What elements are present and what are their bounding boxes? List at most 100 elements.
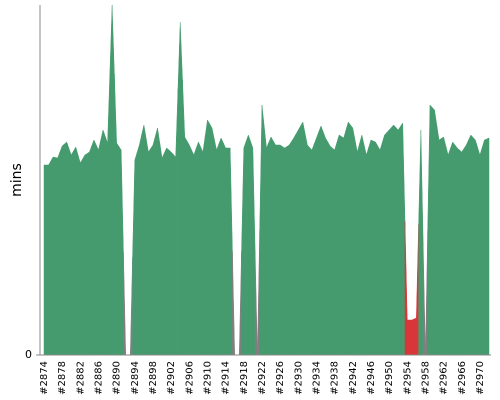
x-tick-label: #2894	[130, 361, 141, 395]
area-segment	[481, 138, 487, 356]
area-segment	[282, 146, 288, 356]
area-segment	[155, 127, 161, 356]
area-segment	[354, 139, 360, 356]
area-segment	[241, 141, 247, 356]
area-segment	[368, 139, 374, 356]
area-segment	[277, 144, 283, 356]
area-segment	[132, 152, 138, 356]
area-segment	[43, 164, 47, 356]
area-segment	[86, 145, 92, 356]
x-tick-label: #2930	[293, 361, 304, 395]
area-segment	[431, 106, 438, 356]
x-tick-label: #2922	[257, 361, 268, 395]
area-segment	[263, 126, 270, 356]
area-segment	[118, 145, 124, 356]
area-segment	[100, 129, 106, 356]
area-segment	[273, 140, 279, 356]
area-segment	[82, 153, 88, 356]
area-segment	[254, 229, 260, 356]
area-segment	[128, 257, 133, 356]
x-tick-label: #2942	[348, 361, 359, 395]
x-tick-label: #2934	[311, 361, 322, 395]
area-segment	[55, 151, 61, 356]
area-segment	[259, 104, 265, 356]
area-segment	[200, 135, 206, 356]
area-segment	[459, 147, 465, 356]
x-tick-label: #2902	[166, 361, 177, 395]
area-segment	[177, 21, 183, 356]
area-segment	[454, 144, 460, 356]
x-tick-label: #2970	[475, 361, 486, 395]
area-segment	[441, 136, 447, 356]
area-segment	[46, 160, 52, 356]
area-segment	[409, 318, 415, 356]
area-segment	[336, 134, 342, 356]
area-segment	[395, 125, 401, 356]
area-segment	[182, 79, 188, 356]
area-segment	[123, 252, 129, 356]
area-segment	[382, 131, 388, 356]
area-segment	[313, 131, 319, 356]
area-segment	[173, 89, 179, 356]
area-segment	[95, 139, 102, 356]
area-segment	[73, 146, 79, 356]
x-tick-label: #2950	[384, 361, 395, 395]
area-segment	[341, 129, 347, 356]
area-segment	[114, 73, 120, 356]
area-segment	[59, 143, 65, 356]
area-segment	[145, 138, 151, 356]
x-tick-label: #2926	[275, 361, 286, 395]
area-segment	[68, 148, 74, 356]
area-segment	[209, 123, 215, 356]
area-segment	[250, 141, 256, 356]
area-segment	[468, 134, 474, 356]
area-segment	[300, 121, 306, 356]
area-segment	[359, 134, 365, 356]
area-segment	[168, 149, 174, 356]
x-tick-label: #2962	[439, 361, 450, 395]
area-segment	[232, 251, 237, 356]
area-segment	[477, 147, 483, 356]
area-segment	[400, 122, 406, 356]
area-segment	[245, 134, 251, 356]
area-segment	[422, 229, 428, 356]
area-segment	[227, 147, 233, 356]
x-tick-label: #2890	[112, 361, 123, 395]
x-tick-label: #2914	[221, 361, 232, 395]
area-segment	[77, 154, 83, 356]
area-segment	[105, 73, 111, 356]
area-segment	[164, 147, 170, 356]
area-segment	[372, 140, 378, 356]
area-segment	[309, 143, 315, 356]
area-segment	[413, 223, 419, 356]
area-segment	[377, 142, 383, 356]
area-segment	[304, 133, 310, 356]
area-segment	[195, 141, 201, 356]
area-segment	[463, 139, 469, 356]
area-segment	[323, 131, 329, 356]
area-segment	[214, 138, 220, 356]
area-segment	[318, 125, 324, 356]
area-segment	[236, 251, 242, 356]
area-segment	[268, 136, 274, 356]
area-segment	[404, 221, 410, 356]
area-segment	[363, 144, 369, 356]
area-segment	[218, 137, 224, 356]
x-tick-label: #2878	[57, 361, 68, 395]
x-tick-label: #2966	[457, 361, 468, 395]
area-segment	[141, 124, 147, 356]
area-segment	[295, 125, 301, 356]
x-tick-label: #2954	[402, 361, 413, 395]
area-segment	[445, 145, 451, 356]
area-segment	[136, 134, 142, 356]
area-segment	[186, 140, 192, 356]
x-tick-label: #2910	[202, 361, 213, 395]
area-segment	[150, 136, 156, 356]
x-tick-label: #2918	[239, 361, 250, 395]
area-segment	[64, 141, 70, 356]
area-segment	[286, 140, 292, 356]
x-tick-label: #2874	[39, 361, 50, 395]
y-axis-label: mins	[9, 163, 25, 197]
x-tick-label: #2938	[330, 361, 341, 395]
